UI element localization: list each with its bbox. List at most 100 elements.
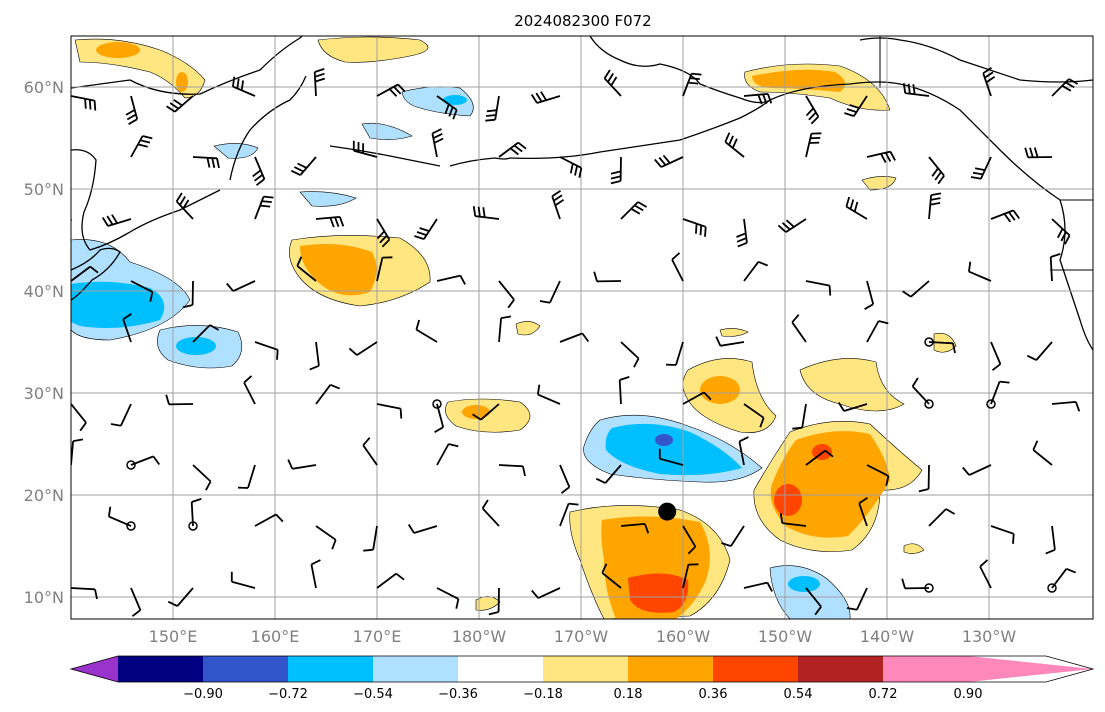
- wind-barb: [110, 403, 132, 427]
- wind-barb: [167, 587, 194, 607]
- wind-barb: [724, 132, 745, 158]
- wind-barb: [792, 403, 807, 430]
- wind-barb: [531, 587, 561, 599]
- wind-barb: [928, 192, 942, 220]
- wind-barb: [866, 464, 890, 486]
- wind-barb: [665, 341, 684, 366]
- wind-barb: [970, 156, 992, 180]
- lon-label: 150°W: [758, 627, 813, 646]
- map-frame: [70, 35, 1094, 620]
- wind-barb: [71, 219, 72, 225]
- wind-barb: [595, 464, 622, 484]
- wind-barb: [620, 201, 648, 220]
- wind-barb: [315, 525, 337, 550]
- colorbar: −0.90 −0.72 −0.54 −0.36 −0.18 0.18 0.36 …: [69, 655, 1095, 702]
- wind-barb: [165, 394, 194, 406]
- wind-barb: [315, 216, 345, 228]
- lon-label: 170°E: [353, 627, 402, 646]
- wind-barb: [175, 192, 194, 220]
- wind-barb: [1032, 440, 1053, 466]
- wind-barb: [918, 464, 930, 493]
- wind-barb: [230, 571, 256, 589]
- colorbar-segment: [118, 656, 203, 682]
- wind-barb: [309, 341, 320, 371]
- lon-label: 140°W: [860, 627, 915, 646]
- wind-barb: [436, 587, 460, 609]
- wind-barb: [232, 76, 256, 97]
- wind-barb: [166, 95, 194, 113]
- wind-barb: [1024, 147, 1053, 159]
- wind-barb: [902, 83, 930, 97]
- colorbar-segment: [713, 656, 798, 682]
- wind-barb: [310, 559, 321, 589]
- wind-barb: [682, 72, 702, 97]
- wind-barb: [682, 218, 707, 237]
- wind-barb: [715, 336, 745, 347]
- wind-barb: [805, 280, 832, 296]
- wind-barb: [1051, 401, 1081, 412]
- lat-label: 30°N: [24, 384, 64, 403]
- lon-label: 130°W: [962, 627, 1017, 646]
- wind-barb: [603, 69, 622, 97]
- wind-barb: [125, 95, 139, 125]
- wind-barb: [1026, 341, 1053, 361]
- wind-barb: [837, 402, 868, 412]
- wind-barb: [431, 128, 444, 158]
- wind-barb: [407, 524, 438, 534]
- lat-label: 20°N: [24, 486, 64, 505]
- wind-barb: [805, 132, 822, 158]
- wind-barb: [743, 581, 773, 592]
- wind-barb: [928, 508, 956, 527]
- wind-barb: [593, 271, 622, 283]
- wind-barb: [436, 443, 459, 466]
- wind-barb: [192, 464, 212, 491]
- wind-barb: [601, 563, 622, 589]
- colorbar-segment: [628, 656, 713, 682]
- wind-barb: [254, 513, 284, 527]
- wind-barb: [539, 280, 561, 304]
- wind-barb: [858, 496, 869, 527]
- colorbar-tick: 0.36: [699, 687, 728, 702]
- wind-barb: [192, 324, 220, 343]
- colorbar-tick: −0.36: [438, 687, 478, 702]
- wind-barb: [990, 525, 1015, 544]
- wind-barb: [252, 156, 266, 186]
- lon-label: 160°E: [251, 627, 300, 646]
- wind-barb: [805, 95, 820, 125]
- wind-barb: [682, 391, 712, 405]
- colorbar-tick: −0.90: [183, 687, 223, 702]
- wind-barb: [290, 156, 317, 176]
- wind-barb: [71, 341, 72, 342]
- colorbar-segment: [543, 656, 628, 682]
- wind-barb: [866, 150, 896, 164]
- wind-barb: [296, 256, 317, 282]
- wind-barb: [287, 459, 317, 470]
- colorbar-tick: 0.54: [784, 687, 813, 702]
- wind-barb: [436, 274, 466, 285]
- wind-barb: [805, 587, 822, 616]
- colorbar-tick: 0.90: [954, 687, 983, 702]
- wind-barb: [352, 140, 378, 158]
- wind-barb: [682, 563, 699, 589]
- colorbar-segment: [883, 656, 968, 682]
- colorbar-extend-low: [71, 656, 118, 682]
- wind-barb: [846, 587, 868, 611]
- lon-label: 180°W: [452, 627, 507, 646]
- colorbar-outline: [69, 655, 1095, 683]
- wind-barb: [864, 280, 875, 310]
- wind-barb: [559, 332, 590, 343]
- colorbar-tick: −0.18: [523, 687, 563, 702]
- wind-barb: [436, 95, 458, 120]
- calm-markers: [126, 337, 1057, 593]
- wind-barb: [488, 587, 500, 616]
- wind-barb: [130, 280, 154, 302]
- wind-barb: [559, 502, 579, 527]
- colorbar-extend-high: [968, 656, 1093, 682]
- wind-barb: [472, 206, 500, 220]
- wind-barb: [928, 156, 945, 185]
- wind-barb: [620, 341, 640, 368]
- wind-barb: [1049, 253, 1061, 282]
- wind-barb: [415, 319, 438, 343]
- wind-barb: [1051, 78, 1079, 97]
